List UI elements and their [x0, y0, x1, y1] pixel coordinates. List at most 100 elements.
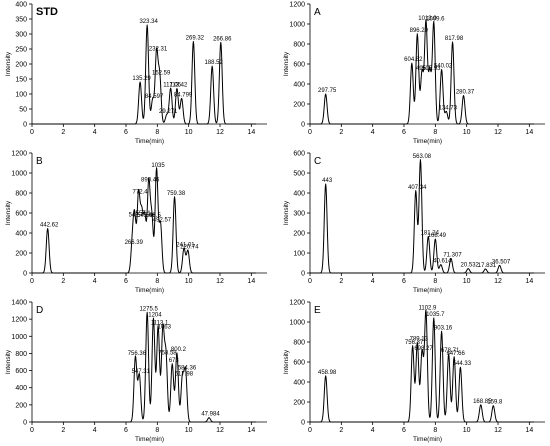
x-tick-label: 8 [155, 129, 159, 136]
x-tick-label: 2 [339, 278, 343, 285]
panel-label: A [314, 7, 321, 18]
peak-label: 280.37 [456, 90, 475, 96]
peak-label: 1063 [158, 325, 172, 331]
peak-label: 495.1 [416, 66, 432, 72]
peak-label: 188.52 [204, 60, 223, 66]
peak-label: 36.507 [492, 259, 511, 265]
y-tick-label: 1000 [11, 171, 27, 178]
y-tick-label: 600 [15, 211, 27, 218]
peak-label: 232.31 [149, 47, 168, 53]
peak-label: 540.02 [434, 64, 453, 70]
y-tick-label: 600 [293, 360, 305, 367]
peak-label: 545.46 [137, 213, 156, 219]
chromatogram-trace [309, 19, 535, 125]
x-tick-label: 14 [525, 427, 533, 434]
peak-label: 492.57 [153, 218, 172, 224]
peak-label: 890.46 [141, 178, 160, 184]
y-axis-label: Intensity [5, 51, 12, 76]
peak-label: 443 [322, 178, 333, 184]
x-tick-label: 10 [463, 278, 471, 285]
peak-label: 134.73 [439, 106, 458, 112]
peak-label: 269.32 [186, 36, 205, 42]
x-tick-label: 12 [494, 427, 502, 434]
y-tick-label: 0 [23, 122, 27, 129]
axis-lines [309, 153, 545, 274]
x-tick-label: 12 [494, 129, 502, 136]
x-tick-label: 14 [247, 129, 255, 136]
x-tick-label: 2 [339, 129, 343, 136]
peak-label: 1035.7 [426, 312, 445, 318]
y-tick-label: 0 [301, 122, 305, 129]
peak-label: 1013.9 [418, 16, 437, 22]
peak-label: 113.42 [169, 83, 188, 89]
chromatogram-trace [309, 309, 535, 423]
peak-label: 159.8 [487, 400, 503, 406]
peak-label: 458.98 [318, 370, 337, 376]
x-tick-label: 2 [61, 129, 65, 136]
chromatogram-trace [31, 24, 257, 125]
peak-label: 168.49 [428, 233, 447, 239]
y-tick-label: 500 [293, 171, 305, 178]
x-tick-label: 6 [124, 427, 128, 434]
chart-panel-b: 0 2 4 6 8 10 12 14 0 200 400 600 800 1000 1200 Time(min… [5, 151, 267, 294]
peak-label: 584.36 [178, 366, 197, 372]
x-tick-label: 4 [371, 129, 375, 136]
y-tick-label: 800 [293, 340, 305, 347]
y-tick-label: 1000 [11, 334, 27, 341]
peak-label: 505.93 [422, 66, 441, 72]
y-tick-label: 100 [15, 92, 27, 99]
x-tick-label: 14 [525, 129, 533, 136]
peak-label: 1113.1 [151, 320, 169, 326]
x-tick-label: 8 [433, 427, 437, 434]
y-tick-label: 800 [15, 351, 27, 358]
y-tick-label: 800 [15, 191, 27, 198]
x-tick-label: 0 [30, 278, 34, 285]
y-tick-label: 1200 [11, 317, 27, 324]
x-tick-label: 8 [155, 427, 159, 434]
chart-panel-a: 0 2 4 6 8 10 12 14 0 200 400 600 800 1000 1200 Time(min… [283, 2, 545, 145]
x-axis-label: Time(min) [413, 287, 442, 294]
peak-label: 698.27 [414, 346, 433, 352]
peak-label: 557.1 [136, 211, 152, 217]
y-tick-label: 200 [15, 402, 27, 409]
y-tick-label: 400 [15, 2, 27, 9]
x-tick-label: 4 [93, 129, 97, 136]
x-tick-label: 4 [371, 427, 375, 434]
peak-label: 759.38 [167, 191, 186, 197]
peak-label: 220.74 [180, 245, 199, 251]
chart-panel-std: 0 2 4 6 8 10 12 14 0 50 100 150 200 250 300 350 400 Time(… [5, 2, 267, 145]
peak-label: 1009.6 [426, 17, 445, 23]
peak-label: 297.75 [318, 88, 337, 94]
chart-panel-d: 0 2 4 6 8 10 12 14 0 200 400 600 800 1000 1200 1400 Time… [5, 300, 267, 443]
chromatogram-trace [31, 311, 257, 423]
x-tick-label: 10 [185, 278, 193, 285]
x-tick-label: 14 [247, 278, 255, 285]
x-tick-label: 14 [525, 278, 533, 285]
x-tick-label: 0 [30, 427, 34, 434]
panel-label: C [314, 156, 321, 167]
x-tick-label: 0 [308, 129, 312, 136]
peak-label: 442.62 [40, 223, 59, 229]
peak-label: 407.34 [408, 185, 427, 191]
y-tick-label: 350 [15, 17, 27, 24]
peak-label: 47.984 [201, 412, 220, 418]
panel-label: D [36, 305, 43, 316]
x-tick-label: 4 [93, 278, 97, 285]
peak-label: 181.24 [421, 230, 440, 236]
y-tick-label: 400 [15, 385, 27, 392]
y-tick-label: 1200 [11, 151, 27, 158]
peak-label: 800.2 [171, 347, 187, 353]
y-tick-label: 0 [23, 271, 27, 278]
y-tick-label: 250 [15, 47, 27, 54]
peak-label: 756.37 [405, 340, 424, 346]
y-tick-label: 1000 [289, 22, 305, 29]
y-tick-label: 600 [15, 368, 27, 375]
y-tick-label: 100 [293, 251, 305, 258]
peak-label: 266.39 [125, 240, 144, 246]
y-tick-label: 400 [293, 380, 305, 387]
peak-label: 152.59 [152, 71, 171, 77]
x-tick-label: 10 [185, 129, 193, 136]
y-axis-label: Intensity [5, 349, 12, 374]
peak-label: 29.271 [159, 109, 178, 115]
